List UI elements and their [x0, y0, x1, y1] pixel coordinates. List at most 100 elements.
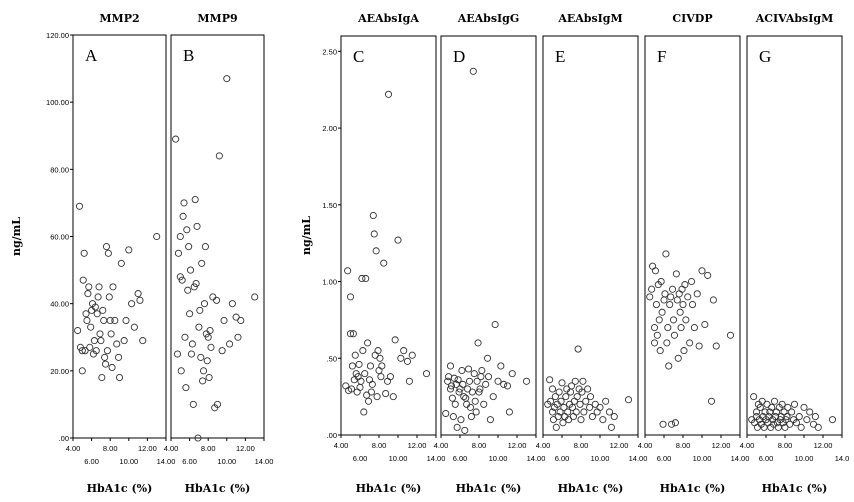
panel-frame: [170, 34, 265, 439]
data-point: [556, 408, 564, 416]
data-point: [462, 394, 470, 402]
data-point: [130, 323, 138, 331]
data-point: [784, 403, 792, 411]
data-point: [368, 380, 376, 388]
data-point: [579, 377, 587, 385]
y-tick-label: .50: [327, 354, 337, 363]
data-point: [602, 397, 610, 405]
data-point: [783, 413, 791, 421]
data-point: [548, 408, 557, 416]
data-point: [665, 362, 673, 370]
data-point: [195, 323, 203, 331]
data-point: [87, 323, 95, 331]
data-point: [664, 324, 672, 332]
data-point: [470, 370, 478, 378]
data-point: [76, 343, 84, 351]
data-point: [451, 400, 459, 408]
y-tick-label: 120.00: [46, 31, 69, 40]
data-point: [237, 316, 245, 325]
data-point: [662, 250, 670, 258]
data-point: [674, 354, 682, 362]
data-point: [442, 409, 450, 418]
data-point: [199, 377, 207, 385]
data-point: [552, 423, 560, 431]
data-point: [473, 377, 481, 385]
data-point: [226, 340, 234, 348]
data-point: [446, 362, 455, 370]
data-point: [391, 336, 399, 344]
data-point: [347, 385, 356, 393]
data-point: [447, 382, 456, 390]
data-point: [453, 423, 461, 431]
panel-letter: A: [85, 46, 98, 65]
data-point: [109, 283, 117, 291]
data-point: [403, 357, 412, 365]
panel-frame: [72, 34, 167, 439]
panel-letter: E: [555, 47, 565, 66]
data-point: [574, 345, 582, 353]
data-point: [678, 285, 686, 293]
data-point: [209, 293, 217, 301]
x-tick-label: 6.00: [84, 457, 99, 466]
data-point: [367, 388, 375, 396]
data-point: [115, 353, 123, 361]
x-tick-label: 4.00: [66, 444, 81, 453]
data-point: [688, 277, 696, 286]
data-point: [646, 293, 654, 301]
data-point: [795, 413, 803, 421]
data-point: [394, 236, 402, 244]
data-point: [90, 337, 98, 345]
x-tick-label: 14.00: [427, 454, 446, 463]
data-point: [405, 377, 413, 385]
x-tick-label: 14.00: [629, 454, 648, 463]
data-point: [348, 362, 356, 370]
data-point: [656, 347, 664, 355]
data-point: [366, 362, 375, 370]
data-point: [183, 226, 191, 234]
data-point: [669, 316, 678, 324]
data-point: [213, 296, 221, 304]
data-point: [389, 393, 397, 401]
data-point: [97, 337, 105, 345]
data-point: [782, 416, 790, 424]
x-tick-label: 12.00: [610, 441, 629, 450]
x-tick-label: 6.00: [182, 457, 197, 466]
x-axis-label: HbA1c (%): [660, 482, 726, 495]
x-tick-label: 12.00: [508, 441, 527, 450]
data-point: [676, 308, 684, 316]
x-tick-label: 10.00: [795, 454, 814, 463]
data-point: [548, 385, 557, 393]
x-axis-label: HbA1c (%): [185, 482, 251, 495]
data-point: [472, 408, 480, 416]
data-point: [349, 330, 357, 338]
data-point: [460, 393, 468, 401]
x-tick-label: 8.00: [201, 444, 216, 453]
data-point: [596, 403, 604, 411]
y-axis-label: ng/mL: [10, 217, 23, 256]
data-point: [194, 434, 202, 442]
data-point: [593, 408, 601, 416]
data-point: [188, 340, 196, 348]
data-point: [658, 308, 666, 316]
x-tick-label: 4.00: [434, 441, 449, 450]
data-point: [682, 316, 690, 324]
data-point: [508, 370, 516, 378]
data-point: [364, 397, 373, 405]
data-point: [652, 301, 660, 309]
data-point: [176, 273, 184, 281]
data-point: [580, 408, 588, 416]
data-point: [667, 293, 675, 301]
data-point: [179, 212, 187, 220]
y-tick-label: 20.00: [50, 367, 69, 376]
data-point: [650, 339, 659, 347]
data-point: [673, 296, 681, 304]
panel-title: MMP9: [197, 12, 237, 25]
data-point: [422, 370, 431, 378]
data-point: [346, 293, 355, 301]
x-tick-label: 10.00: [119, 457, 138, 466]
data-point: [551, 393, 559, 401]
data-point: [582, 397, 590, 405]
data-point: [672, 270, 680, 278]
data-point: [187, 350, 196, 358]
data-point: [197, 353, 205, 361]
